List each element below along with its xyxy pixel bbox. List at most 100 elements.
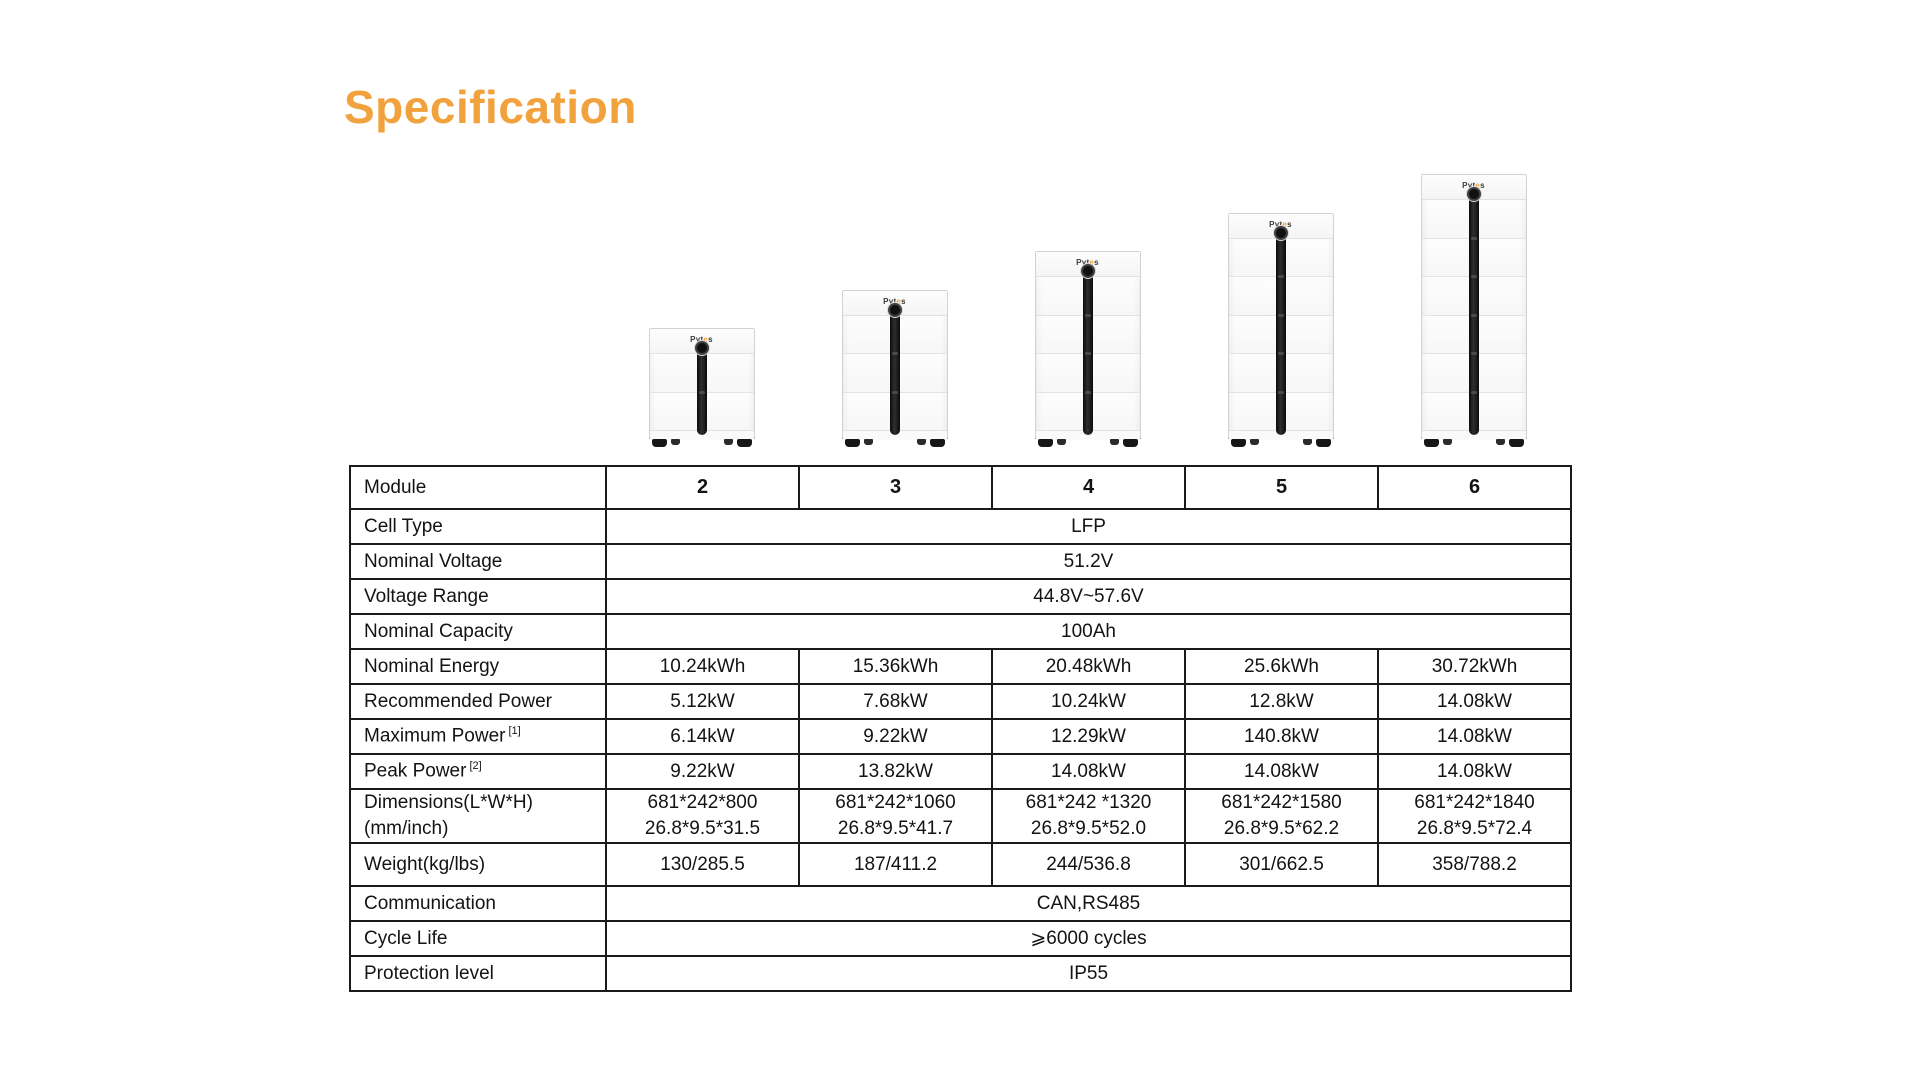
row-label: Voltage Range (349, 578, 607, 615)
row-label: Protection level (349, 955, 607, 992)
table-row: Dimensions(L*W*H) (mm/inch) 681*242*800 26.… (349, 788, 1572, 844)
brand-logo-prefix: Pyt (1269, 219, 1283, 229)
row-label: Module (349, 465, 607, 510)
battery-foot (1508, 439, 1524, 447)
row-value-line: 26.8*9.5*41.7 (837, 818, 954, 839)
brand-logo: Pytes (690, 336, 713, 344)
page-title: Specification (344, 81, 637, 133)
row-value-lines: 681*242*1060 26.8*9.5*41.7 (801, 791, 990, 841)
handle-notch (1470, 275, 1477, 278)
handle-knob (1466, 187, 1481, 201)
row-value: 130/285.5 (605, 842, 800, 887)
row-value: 14.08kW (991, 753, 1186, 790)
handle-notch (1470, 236, 1477, 240)
table-row: Maximum Power [1] 6.14kW 9.22kW 12.29kW 140.8… (349, 718, 1572, 755)
row-value: 140.8kW (1184, 718, 1379, 755)
battery-tower: Pytes (1034, 251, 1141, 447)
row-value: 681*242*1580 26.8*9.5*62.2 (1184, 788, 1379, 844)
row-value: 20.48kWh (991, 648, 1186, 685)
row-value-merged: 51.2V (605, 543, 1572, 580)
row-label: Cell Type (349, 508, 607, 545)
row-label-line1: Dimensions(L*W*H) (364, 792, 533, 814)
battery-foot-rear (1109, 439, 1119, 445)
module-count: 5 (1184, 465, 1379, 510)
handle-notch (1470, 313, 1477, 317)
row-label: Communication (349, 885, 607, 922)
battery-foot (844, 439, 860, 447)
brand-logo-prefix: Pyt (883, 296, 897, 306)
row-label: Nominal Energy (349, 648, 607, 685)
handle-notch (1084, 390, 1091, 394)
row-value: 7.68kW (798, 683, 993, 720)
battery-handle (887, 302, 902, 435)
battery-foot (1423, 439, 1439, 447)
row-label-lines: Dimensions(L*W*H) (mm/inch) (364, 791, 604, 841)
row-value: 15.36kWh (798, 648, 993, 685)
table-row: Communication CAN,RS485 (349, 885, 1572, 922)
row-value: 9.22kW (605, 753, 800, 790)
row-value: 681*242*800 26.8*9.5*31.5 (605, 788, 800, 844)
row-label-line2: (mm/inch) (364, 818, 449, 839)
brand-logo-prefix: Pyt (1076, 258, 1090, 267)
table-row: Cycle Life ⩾6000 cycles (349, 920, 1572, 957)
brand-logo-accent-letter: e (896, 296, 902, 306)
table-row: Cell Type LFP (349, 508, 1572, 545)
row-label: Nominal Capacity (349, 613, 607, 650)
row-value: 681*242*1840 26.8*9.5*72.4 (1377, 788, 1572, 844)
brand-logo: Pytes (1462, 182, 1485, 190)
handle-knob (694, 341, 709, 355)
brand-logo-prefix: Pyt (690, 335, 704, 344)
handle-notch (1470, 390, 1477, 394)
module-count: 6 (1377, 465, 1572, 510)
battery-foot-rear (723, 439, 733, 445)
row-value: 9.22kW (798, 718, 993, 755)
battery-foot-rear (863, 439, 873, 445)
row-value-merged: IP55 (605, 955, 1572, 992)
handle-notch (1470, 352, 1477, 355)
battery-tower: Pytes (841, 289, 948, 447)
row-value-lines: 681*242*1580 26.8*9.5*62.2 (1187, 791, 1376, 841)
brand-logo-prefix: Pyt (1462, 181, 1476, 190)
battery-base (1421, 431, 1526, 440)
battery-foot (1230, 439, 1246, 447)
battery-foot-rear (670, 439, 680, 445)
row-value: 358/788.2 (1377, 842, 1572, 887)
product-lineup: Pytes Pytes Pytes Pytes Pytes (0, 0, 1920, 465)
footnote-marker: [1] (508, 725, 521, 738)
brand-logo-accent-letter: e (1475, 181, 1481, 190)
row-value-line: 681*242*1840 (1414, 792, 1535, 814)
brand-logo-suffix: s (1094, 258, 1099, 267)
battery-foot-rear (1302, 439, 1312, 445)
battery-tower: Pytes (648, 328, 755, 447)
module-count: 2 (605, 465, 800, 510)
row-value: 681*242*1060 26.8*9.5*41.7 (798, 788, 993, 844)
brand-logo: Pytes (883, 296, 906, 306)
row-value: 14.08kW (1184, 753, 1379, 790)
table-row: Module 2 3 4 5 6 (349, 465, 1572, 510)
handle-notch (698, 390, 705, 394)
handle-notch (891, 390, 898, 394)
footnote-marker: [2] (469, 760, 482, 773)
table-row: Nominal Voltage 51.2V (349, 543, 1572, 580)
table-row: Nominal Energy 10.24kWh 15.36kWh 20.48kWh 25… (349, 648, 1572, 685)
battery-foot-rear (1442, 439, 1452, 445)
row-value-line: 681*242*1580 (1221, 792, 1342, 814)
row-value-merged: 44.8V~57.6V (605, 578, 1572, 615)
handle-notch (1277, 313, 1284, 317)
row-value-line: 26.8*9.5*52.0 (1030, 818, 1147, 839)
row-label: Dimensions(L*W*H) (mm/inch) (349, 788, 607, 844)
row-label: Maximum Power [1] (349, 718, 607, 755)
brand-logo-suffix: s (708, 335, 713, 344)
row-value: 5.12kW (605, 683, 800, 720)
row-value-line: 26.8*9.5*31.5 (644, 818, 761, 839)
brand-logo-suffix: s (901, 296, 906, 306)
row-value-lines: 681*242*1840 26.8*9.5*72.4 (1380, 791, 1569, 841)
row-value-lines: 681*242 *1320 26.8*9.5*52.0 (994, 791, 1183, 841)
handle-notch (1277, 352, 1284, 355)
row-value-line: 26.8*9.5*62.2 (1223, 818, 1340, 839)
row-value: 12.8kW (1184, 683, 1379, 720)
row-value-line: 26.8*9.5*72.4 (1416, 818, 1533, 839)
row-value: 6.14kW (605, 718, 800, 755)
row-label: Weight(kg/lbs) (349, 842, 607, 887)
